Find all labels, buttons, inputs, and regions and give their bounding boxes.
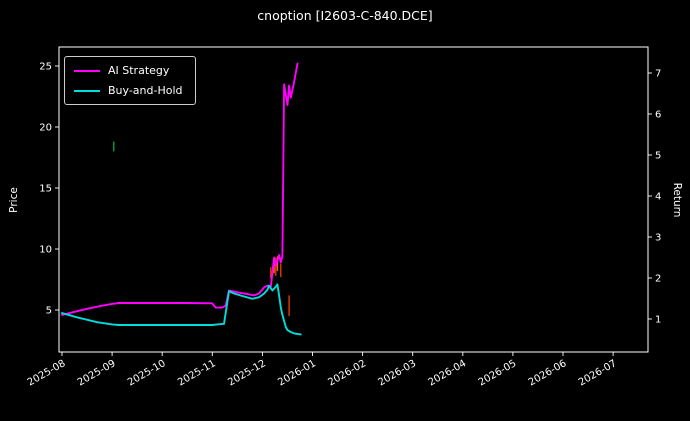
return-tick-label: 4 (655, 192, 661, 203)
price-tick-label: 25 (39, 62, 52, 73)
price-tick-label: 15 (39, 184, 52, 195)
date-tick-label: 2025-12 (226, 358, 268, 388)
return-tick-label: 2 (655, 274, 661, 285)
date-tick-label: 2026-05 (477, 358, 519, 388)
series-line-ai-strategy (61, 62, 299, 316)
date-tick-label: 2025-10 (126, 358, 168, 388)
date-tick-label: 2025-09 (76, 358, 118, 388)
date-tick-label: 2026-01 (276, 358, 318, 388)
date-tick-label: 2026-02 (326, 358, 368, 388)
chart-title: cnoption [I2603-C-840.DCE] (257, 8, 433, 23)
date-tick-label: 2026-03 (377, 358, 419, 388)
date-tick-label: 2025-08 (26, 358, 68, 388)
return-tick-label: 7 (655, 69, 661, 80)
return-tick-label: 1 (655, 315, 661, 326)
plot-frame (58, 46, 649, 353)
return-tick-label: 3 (655, 233, 661, 244)
date-tick-label: 2026-07 (577, 358, 619, 388)
date-tick-label: 2026-06 (527, 358, 569, 388)
return-tick-label: 5 (655, 151, 661, 162)
date-tick-label: 2025-11 (176, 358, 218, 388)
return-axis-label: Return (671, 182, 683, 218)
price-tick-label: 20 (39, 123, 52, 134)
legend-label-ai-strategy: AI Strategy (108, 64, 170, 77)
price-tick-label: 10 (39, 245, 52, 256)
legend-label-buy-and-hold: Buy-and-Hold (108, 84, 183, 98)
return-tick-label: 6 (655, 110, 661, 121)
series-line-buy-and-hold (61, 283, 302, 336)
legend-swatch-ai-strategy (74, 69, 100, 72)
price-axis-label: Price (8, 187, 20, 213)
date-tick-label: 2026-04 (427, 358, 469, 388)
legend: AI Strategy Buy-and-Hold (64, 56, 196, 106)
legend-swatch-buy-and-hold (74, 89, 100, 92)
legend-item-buy-and-hold: Buy-and-Hold (74, 84, 183, 97)
price-tick-label: 5 (46, 306, 52, 317)
legend-item-ai-strategy: AI Strategy (74, 64, 183, 77)
